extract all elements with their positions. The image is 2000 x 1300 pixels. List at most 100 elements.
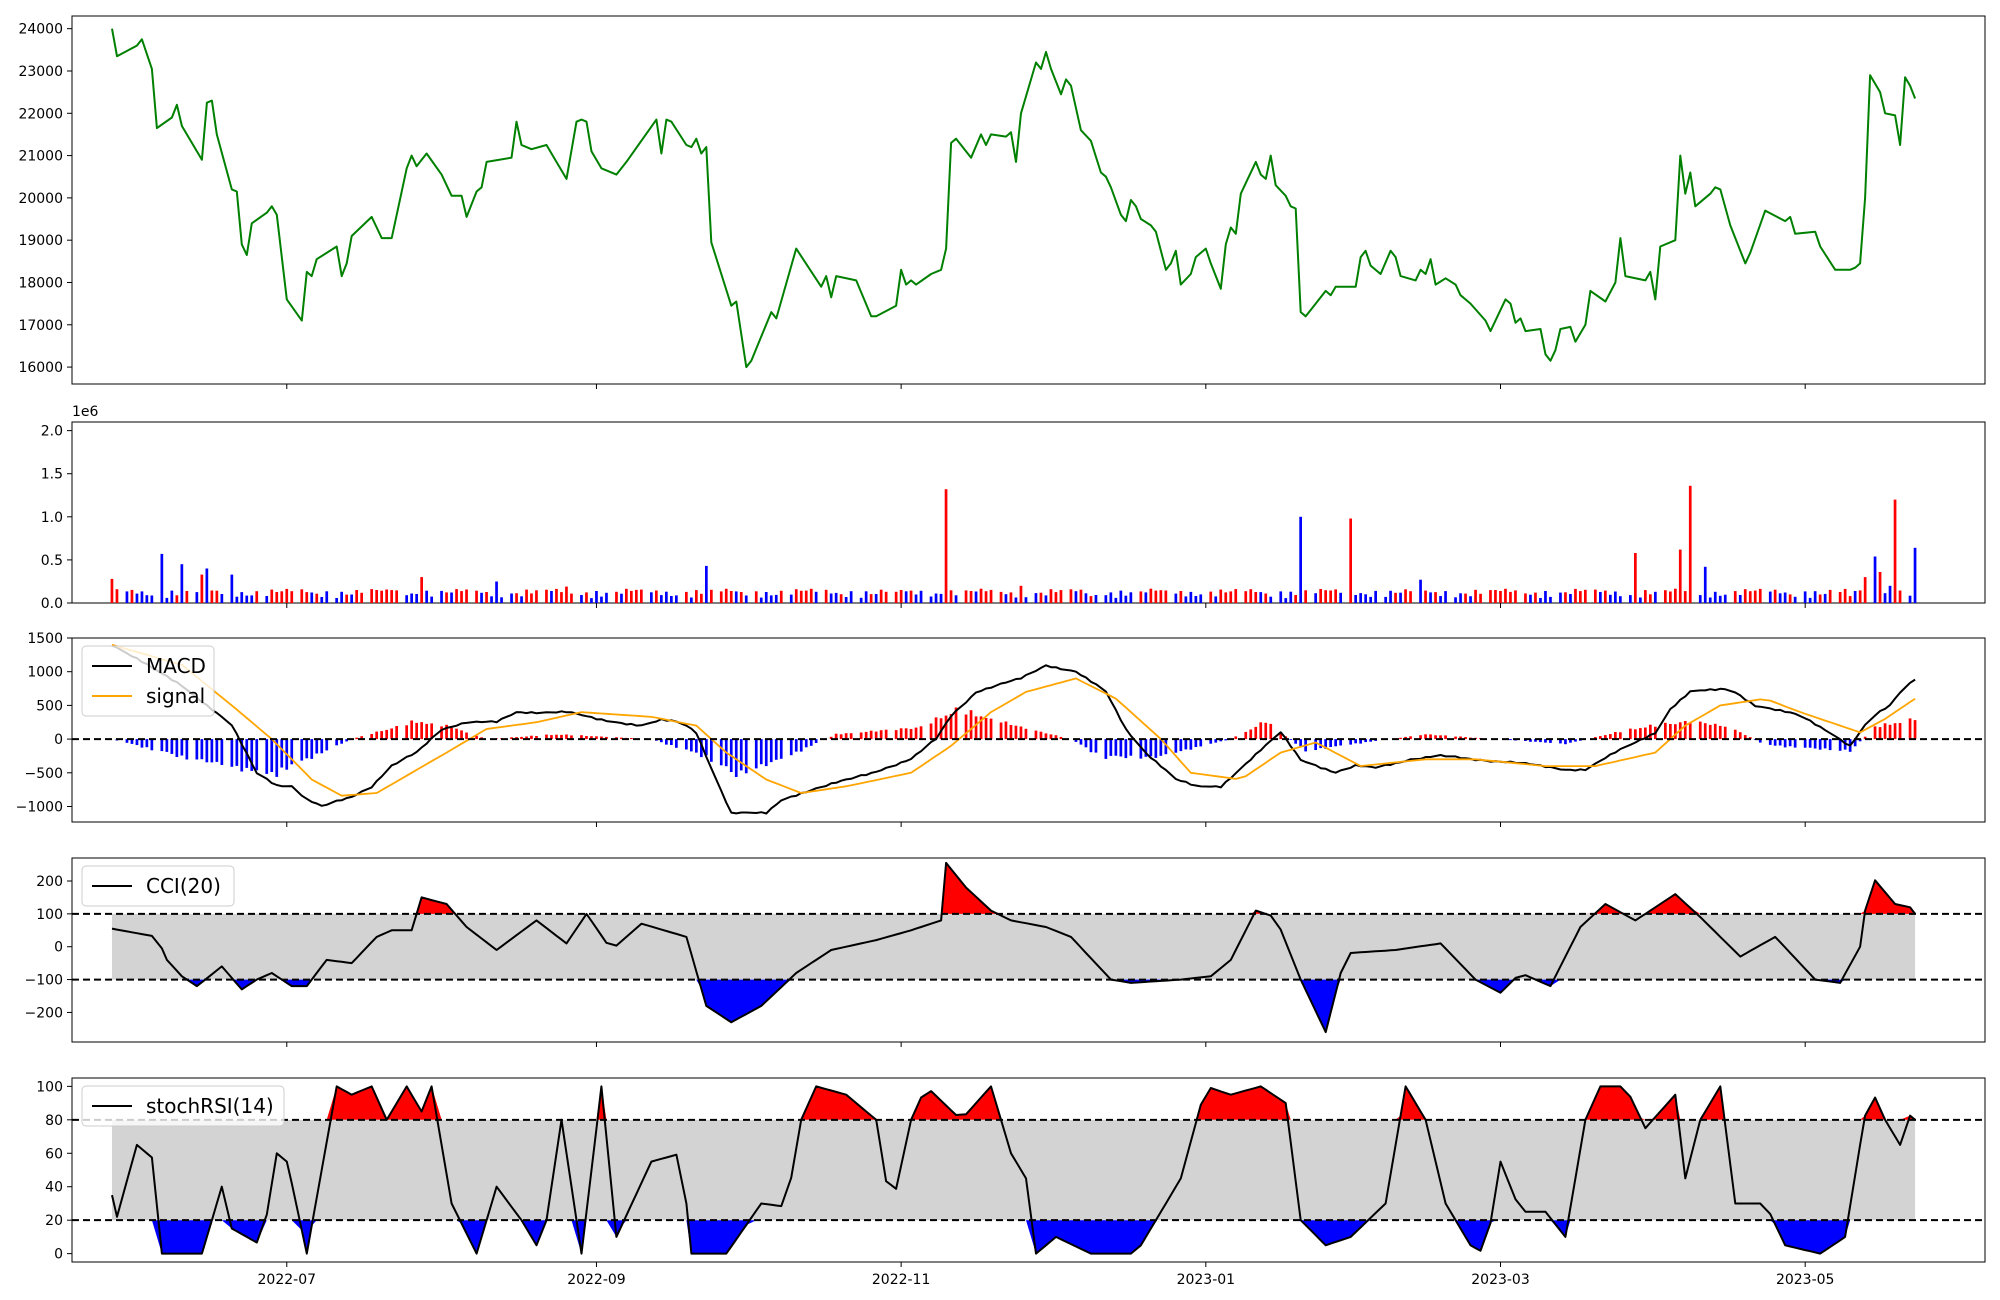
macd-histogram-bar <box>1863 736 1867 740</box>
volume-bar <box>1154 590 1158 603</box>
macd-histogram-bar <box>1364 739 1367 743</box>
macd-histogram-bar <box>220 739 224 765</box>
macd-histogram-bar <box>1044 733 1048 740</box>
volume-bar <box>520 596 523 603</box>
macd-histogram-bar <box>1783 739 1787 748</box>
macd-histogram-bar <box>1733 729 1737 740</box>
macd-histogram-bar <box>1434 735 1437 740</box>
macd-histogram-bar <box>145 739 149 748</box>
volume-bar <box>1654 591 1657 603</box>
volume-bar <box>1269 596 1273 603</box>
volume-bar <box>744 595 748 603</box>
volume-bar <box>774 594 778 603</box>
volume-bar <box>839 594 843 603</box>
volume-bar <box>640 589 643 603</box>
macd-histogram-bar <box>165 739 169 752</box>
macd-histogram-bar <box>175 739 179 757</box>
volume-bar <box>1119 590 1123 603</box>
volume-bar <box>1334 589 1337 603</box>
macd-histogram-bar <box>1149 739 1153 757</box>
macd-histogram-bar <box>1214 739 1218 743</box>
macd-histogram-bar <box>630 738 633 740</box>
volume-bar <box>630 590 633 603</box>
volume-bar <box>1669 591 1672 603</box>
volume-bar <box>1394 592 1397 603</box>
volume-bar <box>455 589 458 603</box>
macd-histogram-bar <box>580 735 583 740</box>
volume-bar <box>265 596 269 603</box>
axes-frame <box>71 857 1986 1043</box>
macd-histogram-bar <box>150 739 154 751</box>
volume-bar <box>525 589 528 603</box>
macd-histogram-bar <box>705 739 708 756</box>
macd-histogram-bar <box>585 736 588 740</box>
volume-bar <box>829 593 833 603</box>
y-tick-label: 500 <box>36 698 63 714</box>
volume-bar <box>675 595 678 603</box>
volume-bar <box>430 596 433 603</box>
volume-bar <box>615 591 618 603</box>
volume-bar <box>1469 596 1472 603</box>
macd-histogram-bar <box>1644 727 1647 740</box>
volume-bar <box>150 595 154 603</box>
volume-bar <box>1594 589 1597 603</box>
macd-histogram-bar <box>1269 723 1273 740</box>
volume-bar <box>1514 590 1517 603</box>
volume-bar <box>884 591 888 603</box>
volume-bar <box>270 589 274 603</box>
volume-bar <box>1409 591 1412 603</box>
volume-bar <box>1139 591 1143 603</box>
macd-histogram-bar <box>1369 739 1372 742</box>
volume-bar <box>904 591 908 603</box>
macd-histogram-bar <box>210 739 214 763</box>
volume-bar <box>1853 591 1857 603</box>
volume-bar <box>1114 597 1118 603</box>
volume-bar <box>834 592 838 603</box>
macd-histogram-bar <box>1723 726 1727 740</box>
volume-bar <box>939 593 943 603</box>
volume-bar <box>410 593 413 603</box>
volume-bar <box>1314 593 1317 603</box>
macd-histogram-bar <box>1164 739 1168 755</box>
volume-bar <box>1768 591 1772 603</box>
volume-bar <box>1828 589 1832 603</box>
volume-bar <box>1544 591 1547 603</box>
macd-histogram-bar <box>205 739 209 763</box>
macd-histogram-bar <box>560 734 563 740</box>
volume-bar <box>1399 592 1402 603</box>
volume-bar <box>1434 592 1437 603</box>
macd-histogram-bar <box>335 739 338 746</box>
indicator-line <box>111 861 1916 1034</box>
volume-bar <box>335 598 338 603</box>
macd-histogram-bar <box>769 739 773 763</box>
macd-histogram-bar <box>1738 732 1742 740</box>
macd-histogram-bar <box>280 739 284 768</box>
legend-box <box>81 1085 285 1127</box>
volume-bar <box>660 595 663 603</box>
volume-chart-panel: 0.0 0.5 1.0 1.5 2.0 1e6 <box>41 404 1986 612</box>
macd-histogram-bar <box>904 728 908 740</box>
volume-bar <box>1569 594 1572 603</box>
price-chart-panel: 16000 17000 18000 19000 20000 21000 22000 23000… <box>18 15 1986 389</box>
volume-bar <box>949 590 953 603</box>
volume-bar <box>1429 592 1432 603</box>
macd-histogram-bar <box>1179 739 1183 752</box>
macd-histogram-bar <box>1664 722 1667 740</box>
volume-bar <box>600 596 603 603</box>
volume-bar <box>1079 589 1083 603</box>
macd-histogram-bar <box>395 726 398 740</box>
volume-bar <box>515 593 518 603</box>
volume-bar <box>1863 577 1867 603</box>
macd-histogram-bar <box>829 736 833 740</box>
macd-histogram-bar <box>445 724 448 740</box>
volume-bar <box>250 595 254 603</box>
macd-histogram-bar <box>1194 739 1198 747</box>
macd-histogram-bar <box>1279 732 1283 740</box>
volume-bar <box>210 590 214 603</box>
volume-bar <box>460 591 463 603</box>
volume-bar <box>595 591 598 603</box>
macd-histogram-bar <box>754 739 758 769</box>
y-tick-label: 21000 <box>18 149 63 165</box>
y-tick-label: 200 <box>36 874 63 890</box>
volume-bar <box>1439 596 1442 603</box>
